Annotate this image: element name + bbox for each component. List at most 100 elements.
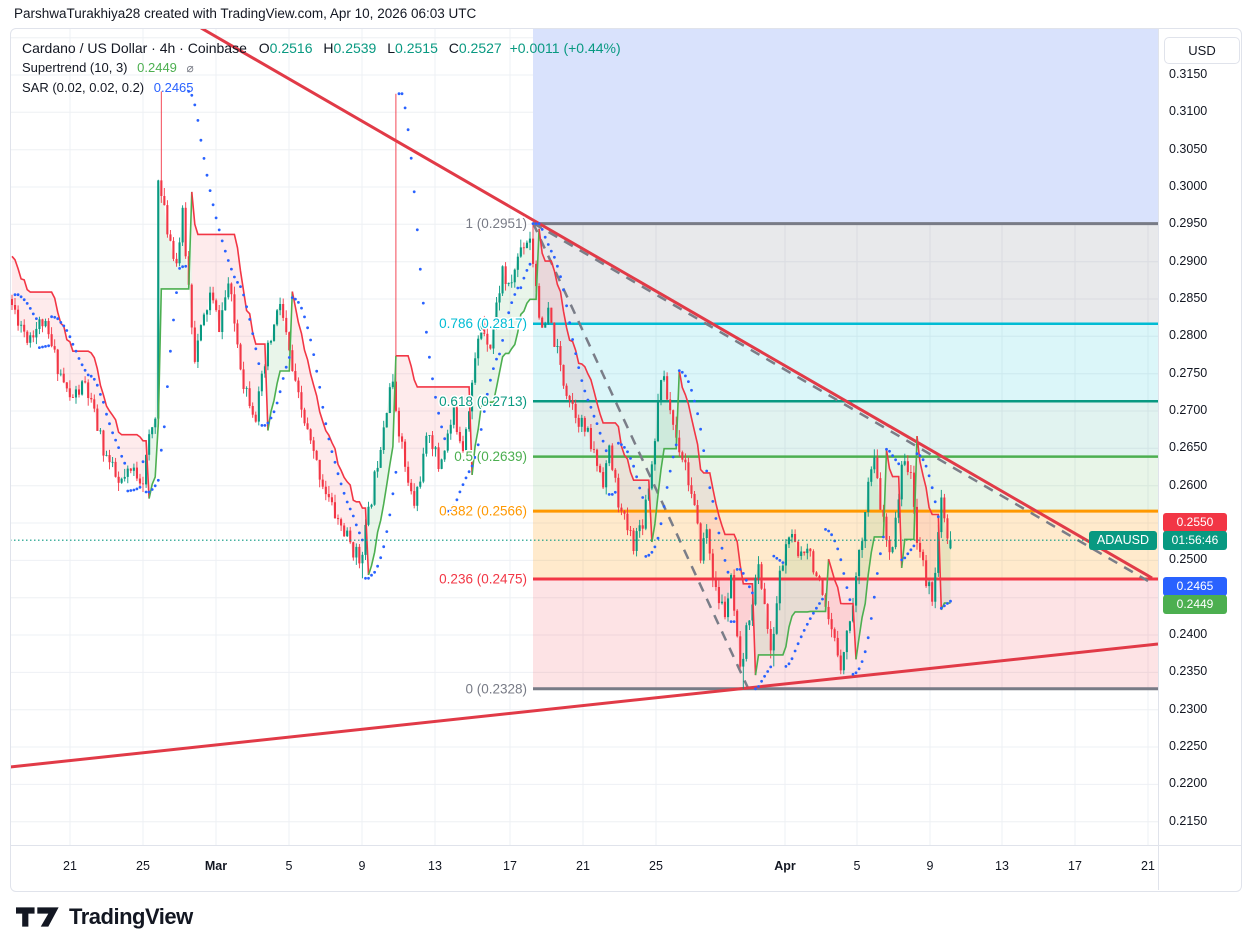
candle-body xyxy=(413,491,416,506)
sar-dot xyxy=(671,455,675,459)
candle-body xyxy=(99,430,102,432)
symbol-legend-row[interactable]: Cardano / US Dollar · 4h · Coinbase O0.2… xyxy=(22,38,621,58)
candle-body xyxy=(660,380,663,401)
supertrend-line xyxy=(900,436,918,568)
hidden-circle-icon[interactable]: ⌀ xyxy=(186,61,194,75)
candle-body xyxy=(318,459,321,480)
candle-body xyxy=(638,525,641,532)
supertrend-fill xyxy=(149,180,192,499)
sar-dot xyxy=(598,431,602,435)
candle-body xyxy=(617,477,620,508)
candle-body xyxy=(26,331,29,343)
candle-body xyxy=(818,576,821,581)
sar-dot xyxy=(802,629,806,632)
symbol-title[interactable]: Cardano / US Dollar · 4h · Coinbase xyxy=(22,40,247,56)
sar-dot xyxy=(549,249,553,253)
sar-dot xyxy=(778,559,782,562)
sar-dot xyxy=(808,617,812,620)
ascending-trendline xyxy=(10,642,1158,769)
candle-body xyxy=(306,423,309,430)
candle-body xyxy=(388,387,391,413)
supertrend-fill xyxy=(395,355,473,506)
sar-dot xyxy=(665,486,669,489)
supertrend-line xyxy=(916,436,943,610)
candle-body xyxy=(897,499,900,518)
chart-canvas[interactable] xyxy=(10,28,1158,845)
sar-dot xyxy=(760,679,763,683)
tradingview-logo[interactable]: TradingView xyxy=(16,898,193,936)
candle-body xyxy=(794,534,797,542)
candle-body xyxy=(519,247,522,257)
candle-body xyxy=(504,266,507,284)
candle-body xyxy=(699,523,702,561)
sar-dot xyxy=(531,222,535,226)
price-tick-label: 0.2950 xyxy=(1169,216,1208,231)
sar-dot xyxy=(522,276,526,280)
candle-body xyxy=(550,307,553,323)
sar-dot xyxy=(144,490,148,494)
price-axis[interactable]: USD 0.3150 0.3100 0.3050 0.3000 0.2950 0.2900… xyxy=(1159,28,1252,845)
sar-dot xyxy=(239,285,242,288)
sar-dot xyxy=(434,395,437,399)
sar-dot xyxy=(891,454,894,457)
candle-body xyxy=(525,242,528,248)
candle-body xyxy=(842,652,845,671)
supertrend-line xyxy=(885,449,903,568)
time-tick-label: 21 xyxy=(63,859,77,873)
sar-dot xyxy=(187,90,191,93)
candle-body xyxy=(760,564,763,589)
candle-body xyxy=(114,461,117,477)
candle-body xyxy=(748,620,751,626)
sar-dot xyxy=(443,437,447,441)
candle-body xyxy=(407,466,410,483)
candle-body xyxy=(276,310,279,325)
supertrend-name[interactable]: Supertrend (10, 3) xyxy=(22,60,128,75)
sar-dot xyxy=(793,649,797,653)
candle-body xyxy=(742,658,745,667)
sar-dot xyxy=(757,685,760,688)
sar-dot xyxy=(528,262,532,266)
price-tick-label: 0.2200 xyxy=(1169,776,1208,791)
sar-dot xyxy=(458,490,462,494)
sar-dot xyxy=(208,189,212,193)
candle-body xyxy=(355,546,358,558)
sar-dot xyxy=(99,393,102,396)
candle-body xyxy=(364,524,367,555)
candle-body xyxy=(821,580,824,595)
sar-name[interactable]: SAR (0.02, 0.02, 0.2) xyxy=(22,80,145,95)
sar-dot xyxy=(882,535,885,539)
supertrend-line xyxy=(678,370,757,676)
sar-dot xyxy=(735,568,739,571)
price-badge-02550: 0.2550 xyxy=(1163,512,1227,532)
sar-dot xyxy=(132,488,136,492)
sar-dot xyxy=(351,514,355,518)
candle-body xyxy=(404,441,407,467)
candle-body xyxy=(14,305,17,310)
sar-dot xyxy=(485,392,489,396)
candle-body xyxy=(269,340,272,343)
candle-body xyxy=(190,284,193,328)
sar-dot xyxy=(233,275,236,279)
sar-legend-row[interactable]: SAR (0.02, 0.02, 0.2) 0.2465 xyxy=(22,78,621,98)
sar-dot xyxy=(656,536,660,540)
sar-dot xyxy=(437,411,440,415)
sar-dot xyxy=(912,544,916,548)
candle-body xyxy=(157,180,160,419)
candle-body xyxy=(876,457,879,479)
candle-body xyxy=(315,450,318,460)
candle-body xyxy=(858,549,861,576)
sar-dot xyxy=(827,529,830,533)
candle-body xyxy=(239,344,242,370)
candle-body xyxy=(535,263,538,287)
sar-dot xyxy=(223,249,227,253)
candle-body xyxy=(163,196,166,206)
currency-unit-button[interactable]: USD xyxy=(1164,37,1240,64)
sar-dot xyxy=(230,267,233,271)
currency-unit-label: USD xyxy=(1188,43,1216,58)
supertrend-legend-row[interactable]: Supertrend (10, 3) 0.2449 ⌀ xyxy=(22,58,621,78)
time-axis[interactable]: 21 25 Mar 5 9 13 17 21 25 Apr 5 9 13 17 21 xyxy=(10,846,1158,890)
supertrend-fill xyxy=(901,436,917,568)
candle-body xyxy=(93,399,96,409)
sar-dot xyxy=(166,385,169,388)
candle-body xyxy=(474,358,477,383)
